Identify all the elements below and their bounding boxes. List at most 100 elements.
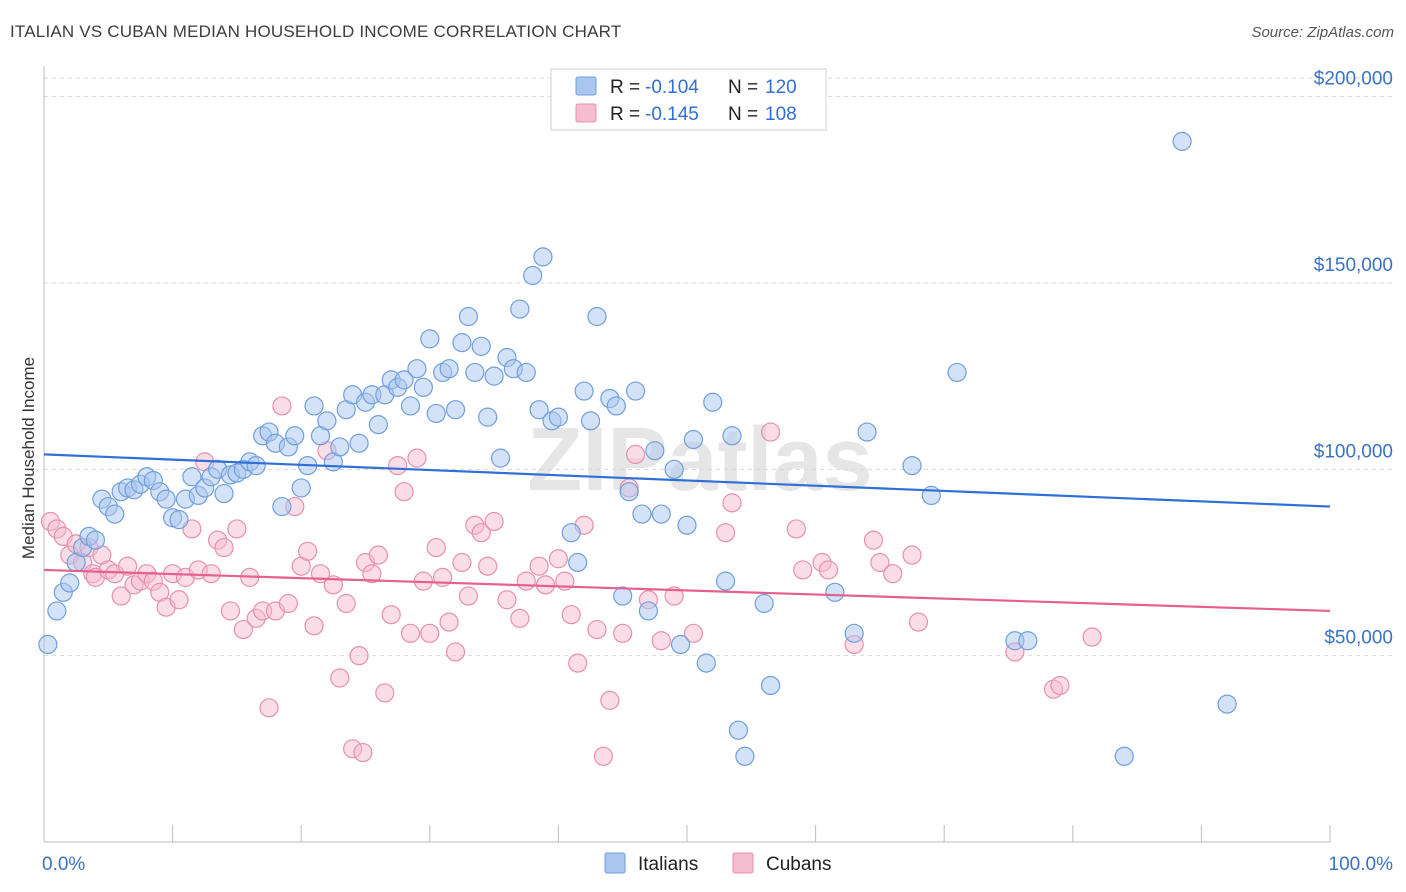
- italians-point: [625, 381, 646, 401]
- italians-point: [105, 504, 125, 524]
- italians-point: [619, 482, 639, 502]
- italians-point: [490, 448, 511, 468]
- cubans-point: [883, 564, 903, 584]
- italians-n-label: N =: [728, 77, 758, 98]
- cubans-point: [908, 612, 929, 632]
- cubans-n-value: 108: [765, 104, 797, 125]
- italians-point: [715, 571, 736, 591]
- cubans-trend-line: [43, 568, 1331, 613]
- cubans-point: [613, 623, 633, 643]
- chart-title: ITALIAN VS CUBAN MEDIAN HOUSEHOLD INCOME…: [10, 22, 622, 41]
- italians-point: [728, 720, 749, 740]
- cubans-point: [407, 448, 427, 468]
- cubans-point: [452, 552, 472, 573]
- cubans-point: [561, 605, 581, 625]
- x-tick-labels: 0.0% 100.0%: [42, 854, 1393, 875]
- italians-point: [349, 433, 369, 453]
- italians-r-label: R =: [610, 77, 640, 98]
- italians-point: [214, 483, 234, 504]
- cubans-point: [278, 593, 298, 614]
- italians-legend-label: Italians: [638, 854, 698, 875]
- cubans-point: [233, 619, 253, 640]
- watermark: ZIPatlas: [527, 410, 872, 510]
- cubans-legend-swatch: [732, 852, 754, 874]
- italians-point: [285, 426, 305, 446]
- italians-point: [683, 429, 704, 450]
- italians-point: [478, 407, 498, 427]
- italians-point: [645, 441, 665, 461]
- y-axis-label: Median Household Income: [19, 357, 38, 559]
- cubans-point: [426, 537, 446, 558]
- cubans-point: [568, 653, 588, 673]
- cubans-point: [388, 455, 408, 476]
- italians-point: [587, 306, 607, 327]
- cubans-point: [182, 519, 202, 539]
- y-tick-labels: $50,000 $100,000 $150,000 $200,000: [1314, 69, 1393, 649]
- italians-point: [606, 396, 626, 416]
- italians-point: [452, 333, 472, 353]
- cubans-r-label: R =: [610, 104, 640, 125]
- stats-legend: R = -0.104 N = 120 R = -0.145 N = 108: [550, 68, 827, 131]
- italians-point: [844, 623, 864, 643]
- cubans-point: [353, 742, 373, 763]
- italians-point: [510, 299, 530, 319]
- italians-point: [580, 411, 601, 431]
- italians-point: [394, 370, 414, 390]
- italians-point: [169, 510, 189, 530]
- italians-point: [670, 634, 691, 655]
- italians-point: [529, 400, 549, 420]
- cubans-r-value: -0.145: [645, 104, 699, 125]
- italians-point: [400, 396, 421, 416]
- italians-point: [533, 247, 553, 267]
- cubans-point: [220, 601, 241, 621]
- italians-point: [85, 530, 106, 550]
- cubans-point: [169, 590, 189, 610]
- cubans-point: [870, 552, 890, 573]
- italians-point: [182, 467, 202, 487]
- cubans-point: [786, 519, 806, 539]
- cubans-point: [304, 616, 324, 636]
- italians-point: [613, 586, 633, 606]
- italians-point: [638, 601, 659, 621]
- italians-point: [1018, 631, 1038, 651]
- italians-point: [754, 593, 774, 614]
- italians-point: [568, 552, 588, 573]
- italians-point: [516, 362, 536, 383]
- italians-point: [413, 377, 433, 397]
- cubans-point: [683, 623, 704, 643]
- cubans-point: [471, 523, 491, 543]
- cubans-point: [651, 631, 671, 651]
- cubans-point: [625, 444, 646, 465]
- y-tick-label: $200,000: [1314, 69, 1393, 90]
- cubans-legend-label: Cubans: [766, 854, 832, 875]
- italians-point: [548, 407, 569, 427]
- italians-point: [156, 489, 176, 509]
- cubans-point: [420, 623, 440, 643]
- y-tick-label: $150,000: [1314, 255, 1393, 276]
- cubans-point: [458, 586, 478, 606]
- italians-legend-swatch: [604, 852, 626, 874]
- italians-point: [458, 306, 478, 327]
- italians-point: [561, 523, 581, 543]
- italians-point: [696, 653, 716, 673]
- cubans-point: [587, 619, 607, 640]
- italians-point: [484, 366, 504, 386]
- cubans-point: [510, 608, 530, 628]
- italians-point: [330, 437, 350, 457]
- cubans-point: [722, 493, 742, 513]
- cubans-point: [478, 556, 498, 576]
- italians-point: [465, 362, 485, 383]
- italians-point: [664, 459, 684, 479]
- cubans-point: [394, 482, 414, 502]
- italians-point: [426, 403, 446, 424]
- italians-point: [523, 265, 543, 286]
- cubans-n-label: N =: [728, 104, 758, 125]
- italians-n-value: 120: [765, 77, 797, 98]
- cubans-point: [349, 646, 369, 666]
- italians-series: [38, 131, 1237, 766]
- cubans-point: [497, 590, 517, 610]
- italians-point: [651, 504, 671, 524]
- cubans-swatch: [575, 103, 597, 123]
- italians-point: [947, 362, 967, 383]
